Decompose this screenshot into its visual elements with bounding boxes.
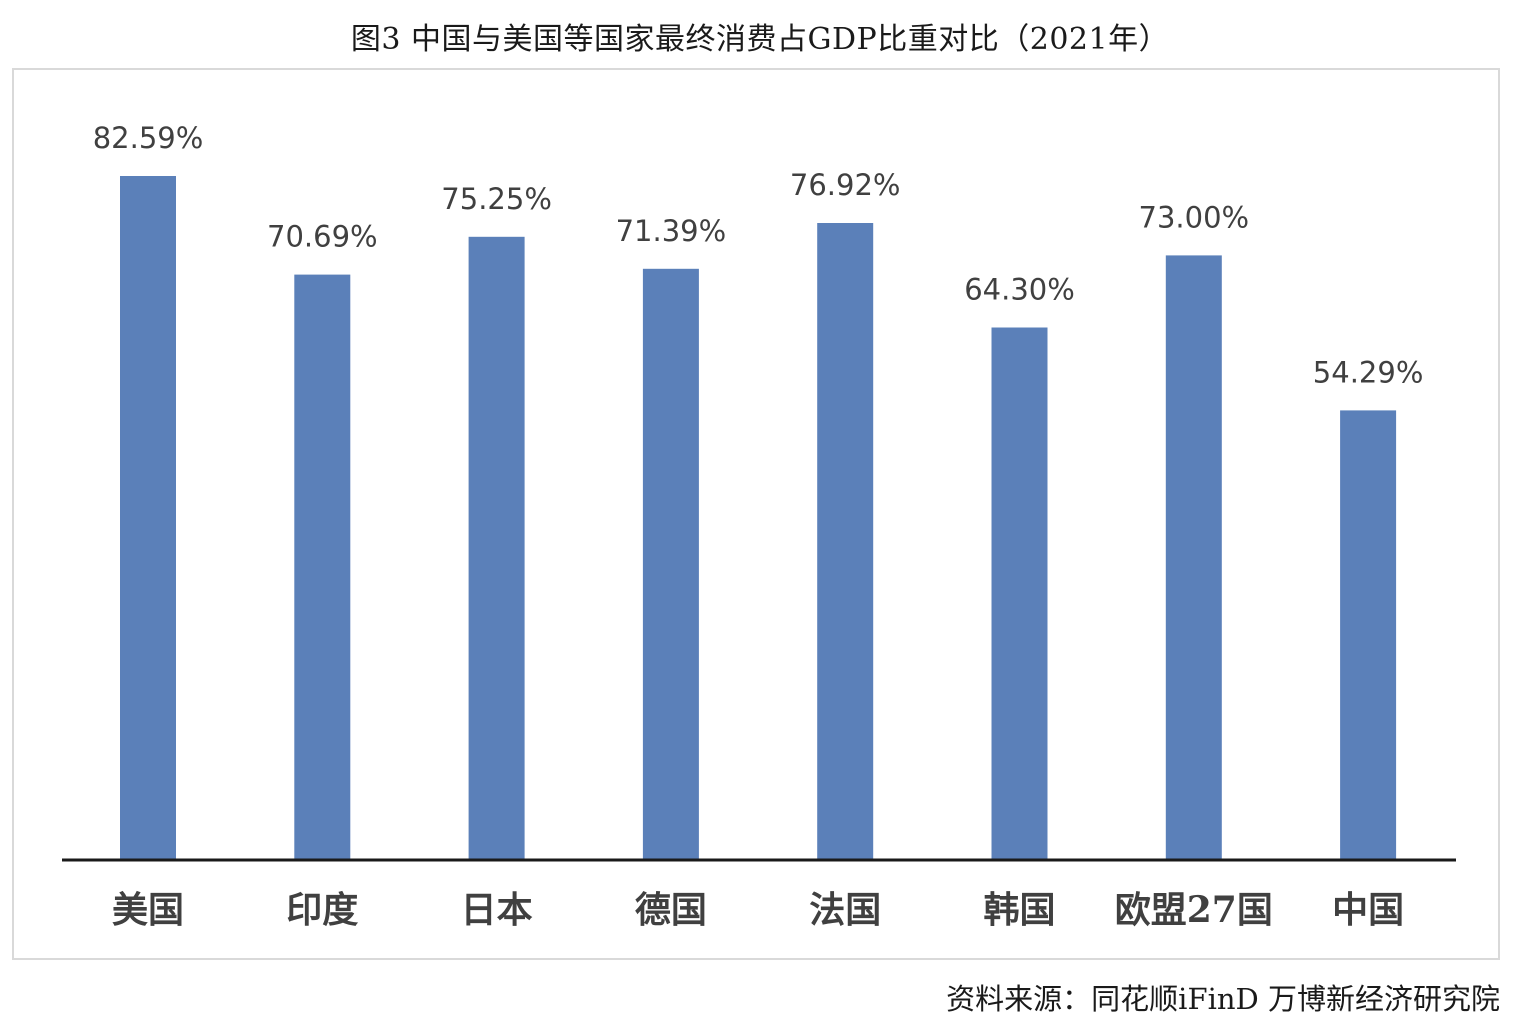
category-labels-group: 美国 印度 日本 德国 法国 韩国 欧盟27国 中国 <box>112 889 1404 931</box>
data-label-0: 82.59% <box>93 121 204 155</box>
data-label-5: 64.30% <box>964 273 1075 307</box>
category-label-0: 美国 <box>112 889 184 931</box>
bars-group <box>120 176 1397 861</box>
category-label-5: 韩国 <box>983 889 1055 931</box>
category-label-6: 欧盟27国 <box>1115 889 1273 931</box>
category-label-4: 法国 <box>809 889 881 931</box>
chart-title: 图3 中国与美国等国家最终消费占GDP比重对比（2021年） <box>350 22 1170 57</box>
data-label-6: 73.00% <box>1139 200 1250 234</box>
chart-frame <box>12 68 1500 960</box>
bar-0 <box>120 176 176 860</box>
data-label-4: 76.92% <box>790 168 901 202</box>
bar-2 <box>468 236 525 861</box>
bar-7 <box>1340 410 1397 860</box>
bar-6 <box>1165 255 1222 860</box>
bar-4 <box>817 223 874 860</box>
data-label-1: 70.69% <box>267 220 378 254</box>
bar-5 <box>991 327 1048 860</box>
category-label-7: 中国 <box>1332 889 1404 931</box>
source-note: 资料来源：同花顺iFinD 万博新经济研究院 <box>946 982 1500 1016</box>
data-label-2: 75.25% <box>441 182 552 216</box>
bar-1 <box>294 274 351 861</box>
data-label-7: 54.29% <box>1313 355 1424 389</box>
category-label-1: 印度 <box>286 889 358 931</box>
data-label-3: 71.39% <box>616 214 727 248</box>
category-label-3: 德国 <box>635 889 707 931</box>
category-label-2: 日本 <box>461 889 533 931</box>
value-labels-group: 82.59% 70.69% 75.25% 71.39% 76.92% 64.30% 73.0… <box>93 121 1424 389</box>
bar-3 <box>642 268 699 860</box>
